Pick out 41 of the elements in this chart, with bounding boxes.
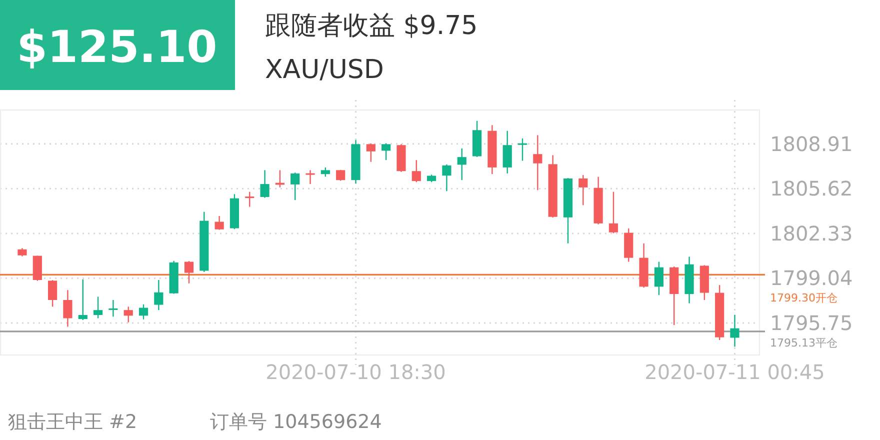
candlestick: [320, 166, 330, 178]
candlestick: [533, 134, 542, 191]
candlestick: [366, 142, 376, 162]
y-tick-label: 1808.91: [770, 132, 853, 156]
candlestick: [245, 191, 254, 208]
candlestick: [412, 159, 421, 183]
text: 狙击王中王 #2: [8, 411, 138, 433]
candlestick: [290, 172, 300, 201]
text: 跟随者收益 $9.75: [265, 11, 478, 41]
candlestick: [184, 260, 194, 284]
candlestick: [214, 215, 224, 230]
candlestick: [502, 130, 512, 174]
x-tick-label: 2020-07-10 18:30: [266, 360, 446, 384]
candlestick: [578, 174, 588, 206]
candlestick: [442, 164, 452, 192]
candlestick: [48, 280, 58, 308]
y-tick-label: 1805.62: [770, 176, 853, 201]
candlestick: [63, 289, 72, 328]
y-tick-label: 1799.04: [770, 266, 853, 290]
candlestick: [730, 314, 740, 348]
candlestick: [457, 148, 466, 181]
candlestick: [382, 142, 391, 161]
candlestick: [78, 278, 88, 321]
ref-line-label: 1795.13平仓: [770, 336, 838, 350]
y-tick-label: 1802.33: [770, 221, 853, 246]
candlestick: [518, 138, 528, 162]
candlestick: [608, 191, 618, 234]
candlestick: [654, 261, 664, 296]
candlestick: [124, 306, 133, 323]
text: $125.10: [16, 22, 218, 73]
ref-line-label: 1799.30开仓: [770, 292, 838, 305]
x-tick-label: 2020-07-11 00:45: [644, 360, 825, 384]
candlestick: [93, 296, 103, 319]
text: 订单号 104569624: [210, 411, 382, 433]
candlestick: [154, 279, 164, 311]
candlestick: [108, 299, 118, 318]
candlestick: [260, 170, 270, 198]
candlestick: [306, 170, 315, 185]
chart-title: XAU/USD: [265, 55, 384, 85]
y-tick-label: 1795.75: [770, 311, 853, 336]
candlestick: [138, 304, 148, 320]
